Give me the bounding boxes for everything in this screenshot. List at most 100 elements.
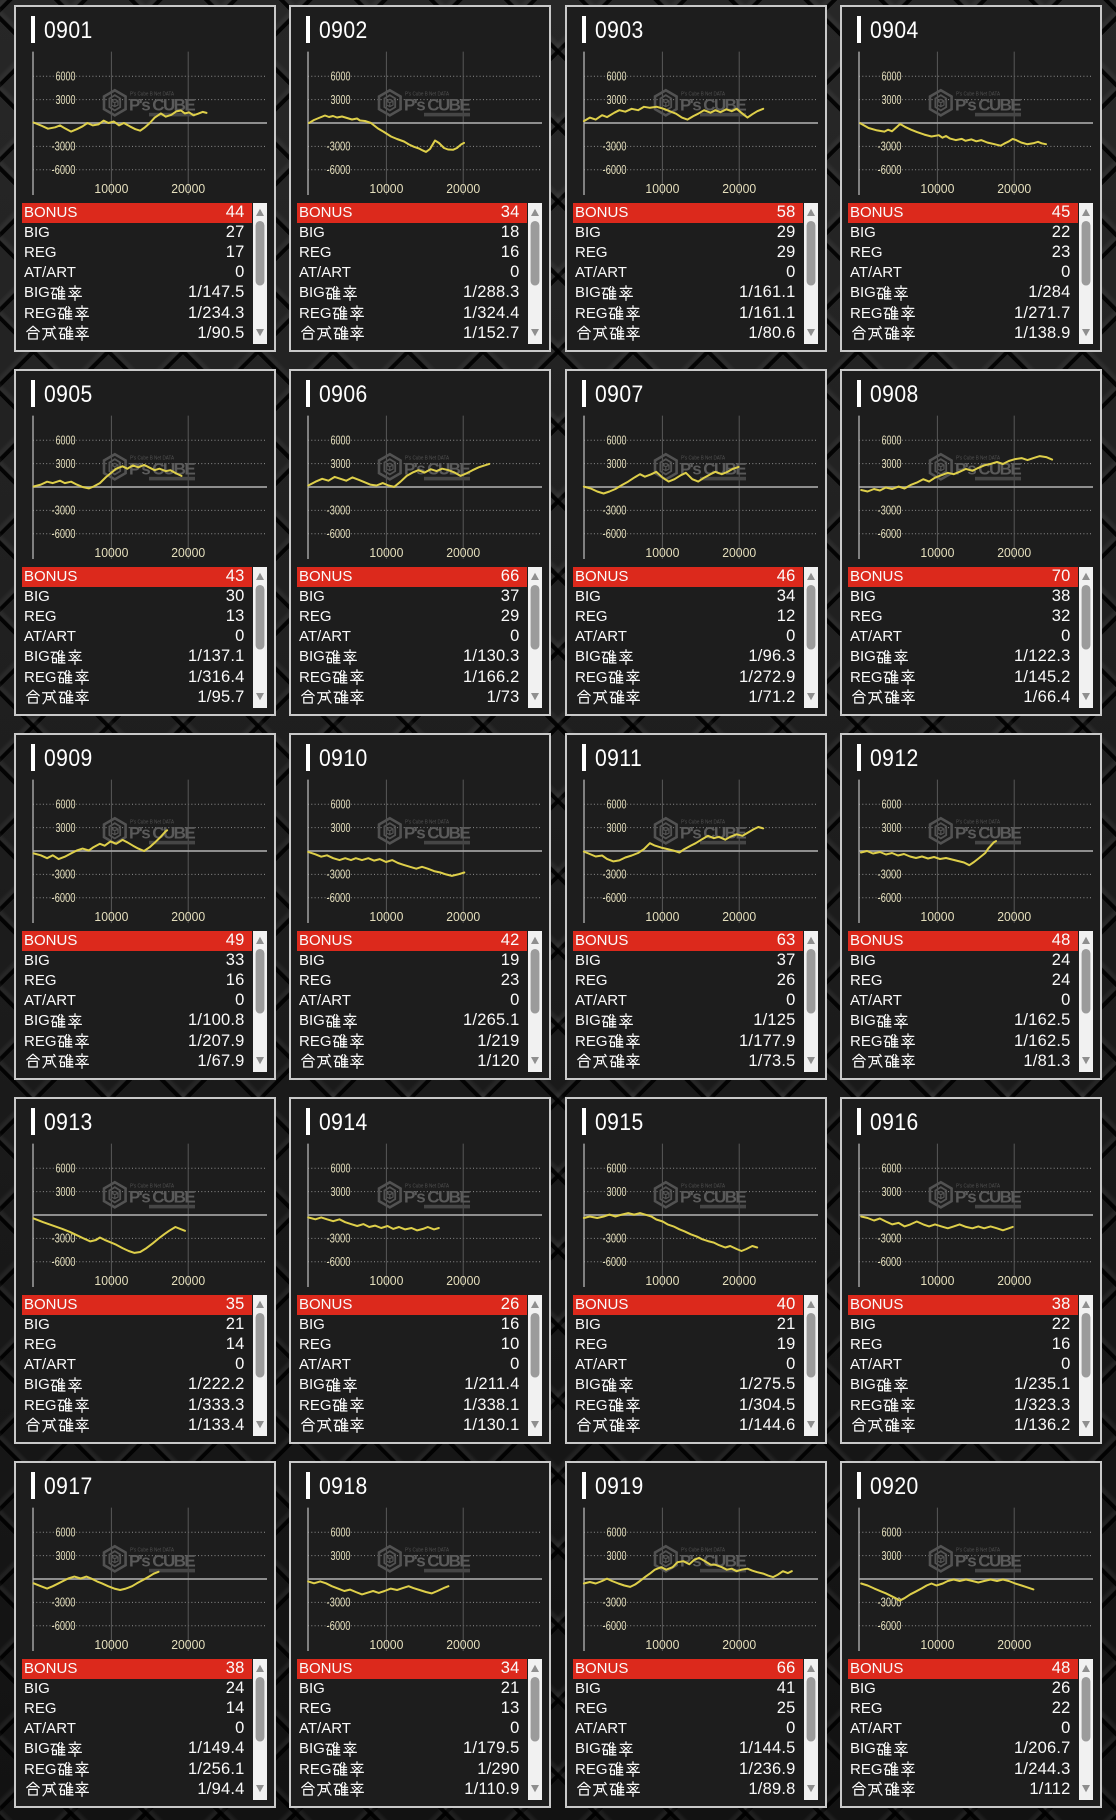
svg-text:6000: 6000 [882,797,902,811]
svg-text:P's CUBE: P's CUBE [404,824,471,843]
svg-text:P's Cube B Net DATA: P's Cube B Net DATA [130,456,174,462]
svg-text:-6000: -6000 [52,1619,76,1633]
svg-text:10000: 10000 [645,909,679,924]
svg-text:6000: 6000 [56,1525,76,1539]
svg-text:-6000: -6000 [327,163,351,177]
svg-text:10000: 10000 [369,1273,403,1288]
svg-text:-6000: -6000 [603,1619,627,1633]
svg-text:P's Cube B Net DATA: P's Cube B Net DATA [681,1184,725,1190]
svg-text:P's Cube B Net DATA: P's Cube B Net DATA [956,456,1000,462]
svg-text:P's Cube B Net DATA: P's Cube B Net DATA [130,1548,174,1554]
svg-text:20000: 20000 [722,909,756,924]
svg-text:-3000: -3000 [878,1596,902,1610]
svg-text:-3000: -3000 [327,1596,351,1610]
svg-text:10000: 10000 [94,545,128,560]
svg-text:P's Cube B Net DATA: P's Cube B Net DATA [681,1548,725,1554]
svg-text:-6000: -6000 [878,891,902,905]
svg-text:6000: 6000 [56,797,76,811]
svg-text:-3000: -3000 [327,504,351,518]
svg-text:3000: 3000 [607,821,627,835]
svg-text:P's Cube B Net DATA: P's Cube B Net DATA [130,820,174,826]
svg-text:-3000: -3000 [327,868,351,882]
svg-text:20000: 20000 [997,1637,1031,1652]
svg-text:6000: 6000 [607,797,627,811]
svg-text:3000: 3000 [331,821,351,835]
svg-text:P's CUBE: P's CUBE [404,460,471,479]
svg-text:3000: 3000 [882,821,902,835]
svg-text:3000: 3000 [331,93,351,107]
svg-text:20000: 20000 [997,1273,1031,1288]
svg-text:20000: 20000 [997,909,1031,924]
svg-text:P's CUBE: P's CUBE [404,1552,471,1571]
svg-text:3000: 3000 [56,1185,76,1199]
svg-text:P's Cube B Net DATA: P's Cube B Net DATA [405,1548,449,1554]
svg-text:P's Cube B Net DATA: P's Cube B Net DATA [405,1184,449,1190]
svg-text:3000: 3000 [607,457,627,471]
svg-text:3000: 3000 [882,1185,902,1199]
svg-text:-6000: -6000 [52,891,76,905]
svg-text:P's Cube B Net DATA: P's Cube B Net DATA [405,820,449,826]
svg-text:-6000: -6000 [52,1255,76,1269]
svg-text:-3000: -3000 [327,140,351,154]
svg-text:3000: 3000 [56,93,76,107]
svg-text:P's CUBE: P's CUBE [680,1552,747,1571]
svg-text:-6000: -6000 [603,527,627,541]
svg-text:-6000: -6000 [878,1255,902,1269]
svg-text:P's Cube B Net DATA: P's Cube B Net DATA [405,92,449,98]
svg-text:3000: 3000 [882,93,902,107]
svg-text:20000: 20000 [446,1273,480,1288]
svg-text:10000: 10000 [645,1273,679,1288]
svg-text:P's Cube B Net DATA: P's Cube B Net DATA [130,1184,174,1190]
svg-text:6000: 6000 [607,1161,627,1175]
svg-text:-3000: -3000 [878,1232,902,1246]
svg-text:3000: 3000 [331,1185,351,1199]
svg-text:P's CUBE: P's CUBE [680,1188,747,1207]
svg-text:10000: 10000 [369,545,403,560]
svg-text:10000: 10000 [369,1637,403,1652]
svg-text:3000: 3000 [882,1549,902,1563]
svg-text:10000: 10000 [920,1273,954,1288]
svg-text:-6000: -6000 [878,1619,902,1633]
svg-text:-6000: -6000 [603,1255,627,1269]
svg-text:P's CUBE: P's CUBE [955,824,1022,843]
svg-text:-6000: -6000 [327,891,351,905]
svg-text:3000: 3000 [56,457,76,471]
svg-text:6000: 6000 [331,1161,351,1175]
svg-text:6000: 6000 [331,1525,351,1539]
svg-text:20000: 20000 [722,545,756,560]
svg-text:-6000: -6000 [603,891,627,905]
svg-text:P's Cube B Net DATA: P's Cube B Net DATA [956,1548,1000,1554]
svg-text:-6000: -6000 [52,527,76,541]
svg-text:20000: 20000 [171,545,205,560]
svg-text:-3000: -3000 [603,504,627,518]
svg-text:10000: 10000 [645,181,679,196]
svg-text:6000: 6000 [882,69,902,83]
svg-text:3000: 3000 [331,457,351,471]
svg-text:P's Cube B Net DATA: P's Cube B Net DATA [130,92,174,98]
svg-text:20000: 20000 [997,545,1031,560]
svg-text:20000: 20000 [171,1273,205,1288]
svg-text:6000: 6000 [56,69,76,83]
svg-text:6000: 6000 [882,433,902,447]
svg-text:-3000: -3000 [52,140,76,154]
svg-text:6000: 6000 [331,433,351,447]
svg-text:6000: 6000 [607,433,627,447]
svg-text:P's Cube B Net DATA: P's Cube B Net DATA [956,820,1000,826]
svg-text:-3000: -3000 [603,868,627,882]
svg-text:20000: 20000 [446,545,480,560]
svg-text:P's Cube B Net DATA: P's Cube B Net DATA [681,92,725,98]
svg-text:20000: 20000 [997,181,1031,196]
svg-text:P's Cube B Net DATA: P's Cube B Net DATA [956,1184,1000,1190]
svg-text:P's Cube B Net DATA: P's Cube B Net DATA [405,456,449,462]
svg-text:3000: 3000 [331,1549,351,1563]
svg-text:10000: 10000 [645,545,679,560]
svg-text:-3000: -3000 [603,1232,627,1246]
svg-text:6000: 6000 [882,1161,902,1175]
svg-text:10000: 10000 [369,909,403,924]
svg-text:3000: 3000 [882,457,902,471]
svg-text:20000: 20000 [446,1637,480,1652]
svg-text:-6000: -6000 [878,527,902,541]
svg-text:-3000: -3000 [52,868,76,882]
svg-text:P's CUBE: P's CUBE [129,1552,196,1571]
svg-text:P's CUBE: P's CUBE [955,1552,1022,1571]
